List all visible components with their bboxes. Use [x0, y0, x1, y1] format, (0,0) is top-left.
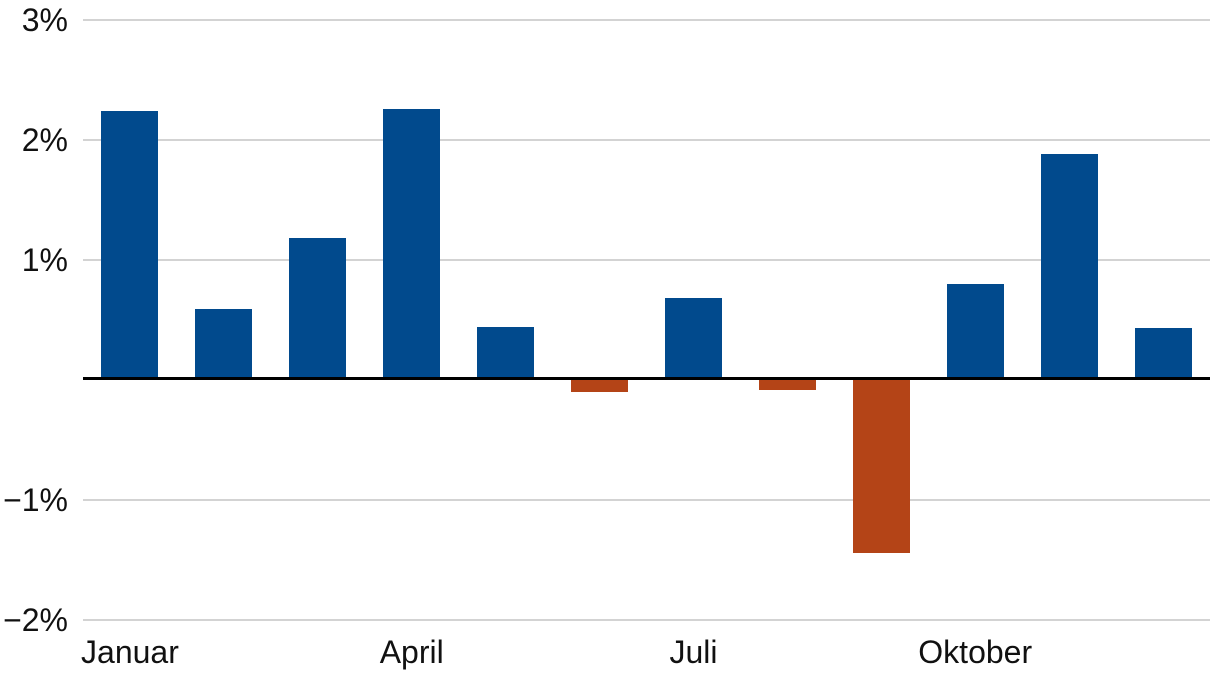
y-tick-label: −1% [3, 482, 68, 518]
gridline [83, 619, 1210, 621]
bar-month-5 [477, 327, 535, 380]
bar-month-12 [1134, 328, 1192, 380]
x-tick-label: Januar [81, 634, 179, 670]
gridline [83, 499, 1210, 501]
y-tick-label: 2% [21, 122, 68, 158]
x-tick-label: April [379, 634, 444, 670]
gridline [83, 19, 1210, 21]
bar-month-8 [758, 380, 816, 390]
bar-month-11 [1040, 154, 1098, 380]
gridline [83, 139, 1210, 141]
y-tick-label: 1% [21, 242, 68, 278]
bar-month-9 [852, 380, 910, 553]
y-tick-label: 3% [21, 2, 68, 38]
bar-month-6 [571, 380, 629, 392]
bar-month-1 [101, 111, 159, 380]
x-tick-label: Oktober [918, 634, 1033, 670]
bar-month-10 [946, 284, 1004, 380]
bar-month-3 [289, 238, 347, 380]
bar-month-7 [664, 298, 722, 380]
bar-month-4 [383, 108, 441, 380]
y-tick-label: −2% [3, 602, 68, 638]
gridline [83, 259, 1210, 261]
zero-axis-line [83, 377, 1210, 380]
bar-month-2 [195, 309, 253, 380]
x-tick-label: Juli [669, 634, 718, 670]
